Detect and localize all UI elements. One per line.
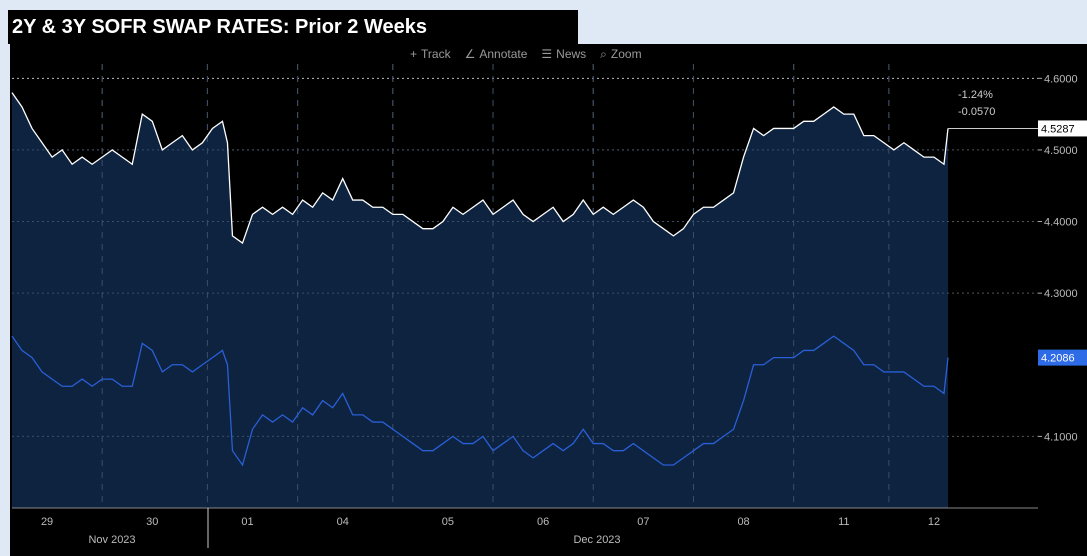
magnifier-icon: ⌕ (600, 46, 607, 61)
track-label: Track (421, 47, 451, 61)
y-tick-label: 4.4000 (1044, 217, 1078, 229)
x-tick-label: 11 (838, 516, 849, 528)
annotate-label: Annotate (479, 47, 528, 61)
last-value-badge-3y (1038, 349, 1087, 366)
pencil-icon: ∠ (464, 47, 476, 61)
zoom-label: Zoom (610, 47, 642, 61)
series-3y-line (11, 335, 949, 467)
x-tick-label: 29 (41, 516, 53, 528)
x-tick-label: 07 (637, 516, 649, 528)
x-tick-label: 01 (241, 516, 253, 528)
last-value-label-3y: 4.2086 (1041, 353, 1075, 365)
y-tick-label: 4.6000 (1044, 73, 1078, 85)
news-icon: ☰ (541, 47, 553, 61)
last-value-badge-2y (1038, 120, 1087, 137)
track-button[interactable]: + Track (410, 47, 451, 61)
y-tick-label: 4.3000 (1044, 288, 1078, 300)
y-tick-label: 4.1000 (1044, 431, 1078, 443)
x-tick-label: 04 (337, 516, 349, 528)
x-tick-label: 05 (442, 516, 454, 528)
month-label-dec: Dec 2023 (573, 534, 620, 546)
annotate-button[interactable]: ∠ Annotate (465, 47, 528, 61)
change-abs-label: -0.0570 (958, 106, 995, 118)
change-pct-label: -1.24% (958, 89, 993, 101)
chart-toolbar: + Track ∠ Annotate ☰ News ⌕ Zoom (410, 44, 642, 64)
news-button[interactable]: ☰ News (541, 47, 586, 61)
crosshair-icon: + (410, 47, 418, 61)
series-2y-line (11, 92, 949, 245)
y-tick-label: 4.5000 (1044, 145, 1078, 157)
month-label-nov: Nov 2023 (88, 534, 135, 546)
x-tick-label: 30 (146, 516, 158, 528)
last-value-label-2y: 4.5287 (1041, 123, 1075, 135)
zoom-button[interactable]: ⌕ Zoom (600, 47, 641, 62)
news-label: News (556, 47, 587, 61)
x-tick-label: 08 (737, 516, 749, 528)
x-tick-label: 12 (928, 516, 940, 528)
area-fill (12, 92, 948, 508)
x-tick-label: 06 (537, 516, 549, 528)
chart-title: 2Y & 3Y SOFR SWAP RATES: Prior 2 Weeks (8, 10, 578, 44)
